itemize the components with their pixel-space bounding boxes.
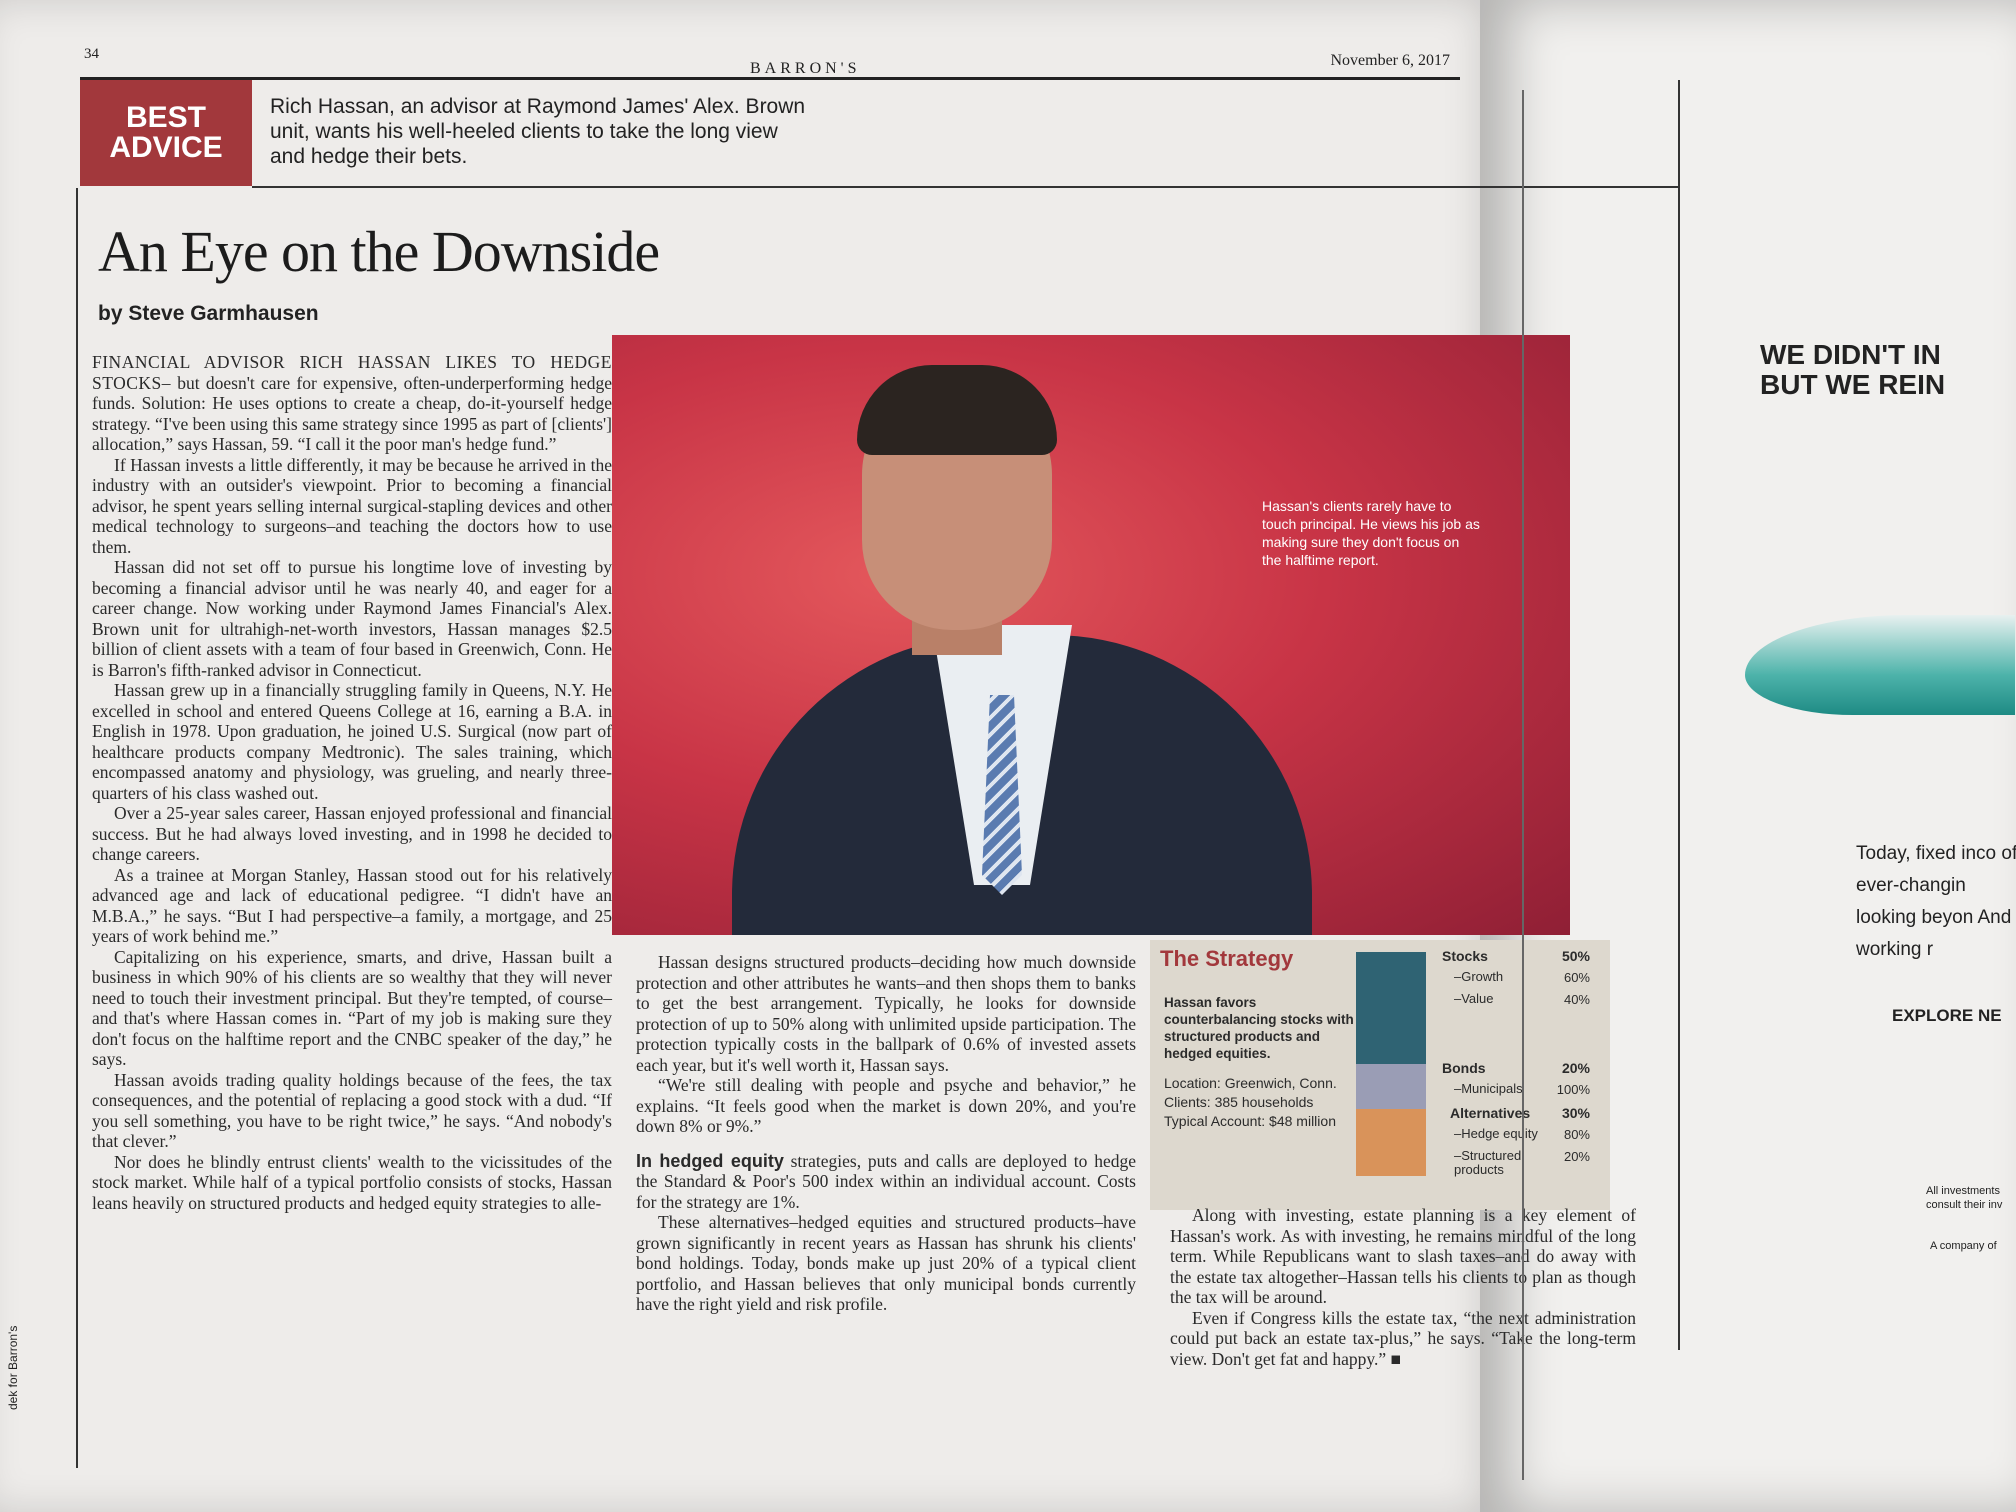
paragraph: Capitalizing on his experience, smarts, …	[92, 946, 612, 1070]
article-frame	[76, 188, 1682, 1468]
ad-frame	[1522, 90, 2016, 1480]
strategy-box: The Strategy Hassan favors counterbalanc…	[1150, 940, 1610, 1210]
paragraph: “We're still dealing with people and psy…	[636, 1075, 1136, 1136]
photo-caption: Hassan's clients rarely have to touch pr…	[1262, 498, 1480, 568]
ad-headline-line-1: WE DIDN'T IN	[1760, 339, 1941, 370]
byline: by Steve Garmhausen	[98, 302, 319, 325]
photo-tie	[982, 695, 1022, 895]
frame-right-rule	[1678, 80, 1680, 1350]
paragraph: Along with investing, estate planning is…	[1170, 1205, 1636, 1307]
article-title: An Eye on the Downside	[98, 219, 660, 284]
paragraph: Nor does he blindly entrust clients' wea…	[92, 1151, 612, 1213]
ad-company: A company of	[1930, 1240, 1997, 1252]
strategy-account: Typical Account: $48 million	[1164, 1113, 1336, 1129]
advisor-photo: Hassan's clients rarely have to touch pr…	[612, 335, 1570, 935]
allocation-group-pct: 20%	[1561, 1060, 1590, 1076]
deck-text: Rich Hassan, an advisor at Raymond James…	[270, 95, 806, 168]
lead-caps: FINANCIAL ADVISOR RICH HASSAN LIKES TO H…	[92, 352, 612, 393]
allocation-group-pct: 30%	[1561, 1104, 1590, 1121]
ad-body: Today, fixed inco of ever-changin lookin…	[1856, 843, 2016, 960]
run-in-head: In hedged equity	[636, 1150, 784, 1171]
allocation-item-label: –Growth	[1454, 969, 1504, 984]
issue-date: November 6, 2017	[1330, 52, 1450, 69]
masthead: BARRON'S	[750, 60, 861, 77]
paragraph-text: but doesn't care for expensive, often-un…	[92, 372, 612, 455]
paragraph: As a trainee at Morgan Stanley, Hassan s…	[92, 864, 612, 947]
paragraph: In hedged equity strategies, puts and ca…	[636, 1151, 1136, 1213]
page-number: 34	[84, 46, 99, 62]
strategy-location: Location: Greenwich, Conn.	[1164, 1075, 1337, 1091]
ad-headline-line-2: BUT WE REIN	[1760, 369, 1946, 400]
ad-fine-print: All investments consult their inv	[1926, 1185, 2003, 1211]
page-header: 34 BARRON'S November 6, 2017	[80, 40, 1460, 80]
allocation-segment-bonds	[1356, 1064, 1426, 1109]
allocation-item-pct: 80%	[1563, 1126, 1590, 1142]
paragraph: Even if Congress kills the estate tax, “…	[1170, 1307, 1636, 1369]
column-2: Hassan designs structured products–decid…	[636, 952, 1136, 1315]
paragraph: Hassan did not set off to pursue his lon…	[92, 557, 612, 680]
side-credit: dek for Barron's	[6, 1325, 20, 1410]
column-1: FINANCIAL ADVISOR RICH HASSAN LIKES TO H…	[92, 352, 612, 1213]
allocation-item-label: –Value	[1454, 991, 1494, 1006]
paragraph: Hassan avoids trading quality holdings b…	[92, 1069, 612, 1152]
photo-hair	[857, 365, 1057, 455]
header-rule	[80, 77, 1460, 80]
allocation-item-label: –Hedge equity	[1454, 1125, 1538, 1141]
best-advice-tag: BEST ADVICE	[80, 80, 252, 186]
paragraph: Hassan grew up in a financially struggli…	[92, 680, 612, 803]
allocation-item-pct: 60%	[1563, 970, 1590, 985]
paragraph: Hassan designs structured products–decid…	[636, 952, 1136, 1075]
allocation-item-label: –Municipals	[1454, 1081, 1523, 1096]
allocation-item-label: –Structured products	[1454, 1147, 1522, 1177]
column-3: Along with investing, estate planning is…	[1170, 1205, 1636, 1369]
allocation-bar	[1356, 952, 1426, 1176]
allocation-group-label: Stocks	[1442, 948, 1488, 964]
ad-explore-link[interactable]: EXPLORE NE	[1892, 1006, 2002, 1025]
ad-headline: WE DIDN'T IN BUT WE REIN	[1760, 340, 2016, 400]
allocation-group-label: Bonds	[1442, 1060, 1486, 1076]
allocation-item-pct: 40%	[1563, 992, 1590, 1007]
paragraph-text: strategies, puts and calls are deployed …	[636, 1150, 1136, 1212]
deck-rule	[252, 186, 1680, 188]
paragraph: Over a 25-year sales career, Hassan enjo…	[92, 803, 612, 864]
allocation-group-label: Alternatives	[1450, 1104, 1531, 1121]
allocation-segment-stocks	[1356, 952, 1426, 1064]
paragraph: FINANCIAL ADVISOR RICH HASSAN LIKES TO H…	[92, 352, 612, 455]
strategy-description: Hassan favors counterbalancing stocks wi…	[1164, 995, 1354, 1061]
allocation-item-pct: 100%	[1556, 1082, 1590, 1097]
allocation-item-pct: 20%	[1563, 1148, 1590, 1164]
strategy-title: The Strategy	[1160, 946, 1294, 971]
strategy-clients: Clients: 385 households	[1164, 1094, 1314, 1110]
paragraph: These alternatives–hedged equities and s…	[636, 1212, 1136, 1314]
tag-line-1: BEST	[125, 101, 206, 134]
allocation-segment-alternatives	[1356, 1108, 1426, 1176]
allocation-group-pct: 50%	[1561, 948, 1590, 964]
strategy-info: Location: Greenwich, Conn. Clients: 385 …	[1164, 1074, 1364, 1131]
paragraph: If Hassan invests a little differently, …	[92, 454, 612, 557]
tag-line-2: ADVICE	[109, 131, 223, 164]
